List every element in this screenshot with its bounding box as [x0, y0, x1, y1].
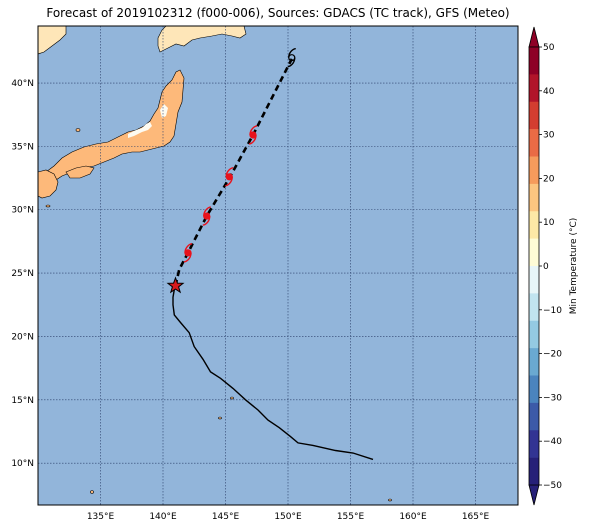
colorbar-segment — [529, 348, 539, 376]
map-title: Forecast of 2019102312 (f000-006), Sourc… — [46, 6, 510, 20]
colorbar-tick-label: −10 — [543, 306, 562, 316]
colorbar-segment — [529, 266, 539, 294]
island — [90, 490, 94, 494]
colorbar-tick-label: 0 — [543, 262, 549, 272]
latitude-tick-label: 10°N — [11, 459, 34, 469]
land-korea — [38, 26, 67, 55]
colorbar-tick-label: −40 — [543, 437, 562, 447]
colorbar-segment — [529, 457, 539, 486]
colorbar-max-arrow — [528, 26, 540, 48]
latitude-tick-label: 30°N — [11, 206, 34, 216]
colorbar-segment — [529, 238, 539, 267]
colorbar-label: Min Temperature (°C) — [569, 218, 579, 315]
latitude-ticks: 10°N 15°N 20°N 25°N 30°N 35°N 40°N — [11, 79, 34, 469]
longitude-tick-label: 140°E — [149, 512, 177, 522]
longitude-ticks: 135°E 140°E 145°E 150°E 155°E 160°E 165°E — [87, 512, 490, 522]
colorbar: 50 40 30 20 10 0 −10 −20 −30 −40 −50 — [528, 26, 562, 506]
colorbar-tick-label: −30 — [543, 393, 562, 403]
colorbar-segment — [529, 402, 539, 431]
land-hokkaido — [157, 26, 247, 53]
latitude-tick-label: 35°N — [11, 142, 34, 152]
colorbar-segment — [529, 430, 539, 458]
grid-lines — [38, 26, 518, 505]
island — [230, 396, 234, 400]
longitude-tick-label: 155°E — [337, 512, 365, 522]
land-kyushu — [38, 169, 59, 199]
colorbar-tick-label: 50 — [543, 43, 555, 53]
colorbar-tick-label: −50 — [543, 481, 562, 491]
ocean-area — [38, 26, 518, 505]
colorbar-segment — [529, 183, 539, 212]
colorbar-tick-label: 30 — [543, 131, 555, 141]
forecast-symbols — [183, 47, 296, 263]
map-frame — [37, 25, 519, 506]
colorbar-min-arrow — [528, 484, 540, 506]
colorbar-tick-label: 10 — [543, 218, 555, 228]
colorbar-segment — [529, 320, 539, 349]
longitude-tick-label: 165°E — [462, 512, 490, 522]
colorbar-tick-label: 40 — [543, 87, 555, 97]
island — [75, 128, 81, 132]
colorbar-segment — [529, 293, 539, 322]
past-track-line — [172, 285, 374, 461]
colorbar-segment — [529, 47, 539, 75]
colorbar-segment — [529, 156, 539, 185]
colorbar-tick-label: −20 — [543, 350, 562, 360]
land-highlands — [128, 122, 152, 138]
land-highlands-north — [160, 104, 168, 118]
latitude-tick-label: 25°N — [11, 269, 34, 279]
longitude-tick-label: 150°E — [274, 512, 302, 522]
current-position-star-icon — [166, 276, 185, 294]
island — [218, 416, 222, 420]
latitude-tick-label: 15°N — [11, 396, 34, 406]
latitude-tick-label: 20°N — [11, 332, 34, 342]
colorbar-segment — [529, 101, 539, 130]
longitude-tick-label: 145°E — [212, 512, 240, 522]
longitude-tick-label: 135°E — [87, 512, 115, 522]
typhoon-symbol-icon — [248, 125, 258, 145]
land-shikoku — [65, 165, 95, 179]
colorbar-segment — [529, 129, 539, 157]
longitude-tick-label: 160°E — [399, 512, 427, 522]
typhoon-symbol-icon — [287, 47, 296, 68]
island — [388, 498, 392, 502]
colorbar-segment — [529, 375, 539, 404]
latitude-tick-label: 40°N — [11, 79, 34, 89]
colorbar-segment — [529, 211, 539, 239]
typhoon-symbol-icon — [183, 243, 193, 263]
island — [45, 204, 51, 208]
typhoon-symbol-icon — [225, 167, 234, 187]
typhoon-symbol-icon — [202, 206, 211, 226]
colorbar-tick-label: 20 — [543, 174, 555, 184]
colorbar-segment — [529, 74, 539, 103]
